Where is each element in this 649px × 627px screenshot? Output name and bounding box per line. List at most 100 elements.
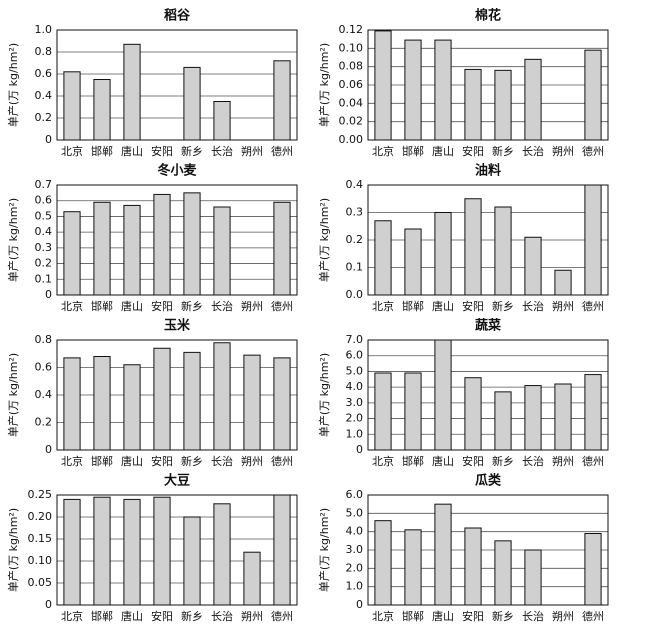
- x-tick-label: 北京: [372, 144, 394, 158]
- x-tick-label: 新乡: [181, 454, 203, 468]
- y-tick-label: 0.05: [28, 576, 53, 589]
- y-tick-label: 0.2: [35, 111, 53, 124]
- y-tick-label: 4.0: [346, 525, 364, 538]
- x-tick-label: 邯郸: [402, 299, 424, 313]
- bar: [123, 498, 141, 606]
- x-tick-label: 安阳: [462, 609, 484, 623]
- y-axis-label: 单产(万 kg/hm²): [6, 508, 20, 592]
- y-tick-label: 0: [45, 133, 52, 146]
- y-tick-label: 0.4: [35, 388, 53, 401]
- bar: [153, 496, 171, 606]
- x-tick-label: 长治: [211, 299, 233, 313]
- bar: [464, 377, 482, 451]
- x-tick-label: 新乡: [492, 609, 514, 623]
- y-tick-label: 0.20: [28, 510, 53, 523]
- bar: [464, 527, 482, 606]
- bar: [554, 269, 572, 296]
- bar: [494, 69, 512, 141]
- x-tick-label: 安阳: [151, 609, 173, 623]
- bar: [584, 184, 602, 296]
- x-tick-label: 北京: [61, 299, 83, 313]
- bar: [404, 39, 422, 141]
- x-tick-label: 德州: [271, 144, 293, 158]
- bar: [93, 79, 111, 141]
- y-tick-label: 5.0: [346, 364, 364, 377]
- y-axis-label: 单产(万 kg/hm²): [317, 43, 331, 127]
- bar: [584, 374, 602, 451]
- x-tick-label: 北京: [61, 609, 83, 623]
- bar: [273, 201, 291, 296]
- y-tick-label: 2.0: [346, 561, 364, 574]
- bar: [494, 391, 512, 451]
- bar: [123, 43, 141, 141]
- x-tick-label: 长治: [522, 144, 544, 158]
- y-tick-label: 0.06: [339, 78, 364, 91]
- y-tick-label: 0.6: [35, 361, 53, 374]
- bar: [524, 385, 542, 451]
- y-tick-label: 0.1: [35, 272, 53, 285]
- bar: [153, 193, 171, 296]
- plot-frame: [56, 29, 298, 141]
- x-tick-label: 新乡: [492, 454, 514, 468]
- bar: [243, 551, 261, 606]
- y-tick-label: 0.2: [346, 233, 364, 246]
- y-tick-label: 0.2: [35, 416, 53, 429]
- y-tick-label: 0.7: [35, 178, 53, 191]
- y-tick-label: 0.08: [339, 60, 364, 73]
- x-tick-label: 德州: [582, 609, 604, 623]
- bar: [464, 198, 482, 296]
- y-tick-label: 0: [45, 288, 52, 301]
- y-tick-label: 0.4: [346, 178, 364, 191]
- bar: [434, 503, 452, 606]
- x-tick-label: 安阳: [151, 299, 173, 313]
- bar: [123, 364, 141, 451]
- bar: [434, 339, 452, 451]
- plot-frame: [56, 494, 298, 606]
- x-tick-label: 邯郸: [91, 144, 113, 158]
- x-tick-label: 唐山: [121, 609, 143, 623]
- y-tick-label: 0: [45, 598, 52, 611]
- y-tick-label: 1.0: [35, 23, 53, 36]
- x-tick-label: 北京: [372, 299, 394, 313]
- x-tick-label: 邯郸: [91, 299, 113, 313]
- x-tick-label: 朔州: [552, 145, 574, 158]
- bar: [273, 357, 291, 451]
- bar: [584, 533, 602, 606]
- y-tick-label: 4.0: [346, 380, 364, 393]
- x-tick-label: 德州: [271, 454, 293, 468]
- x-tick-label: 北京: [372, 454, 394, 468]
- y-axis-label: 单产(万 kg/hm²): [317, 353, 331, 437]
- x-tick-label: 朔州: [241, 300, 263, 313]
- y-tick-label: 1.0: [346, 427, 364, 440]
- x-tick-label: 邯郸: [91, 454, 113, 468]
- plot-frame: [367, 494, 609, 606]
- x-tick-label: 新乡: [181, 299, 203, 313]
- x-tick-label: 唐山: [121, 299, 143, 313]
- bar: [63, 357, 81, 451]
- x-tick-label: 德州: [271, 299, 293, 313]
- x-tick-label: 朔州: [552, 610, 574, 623]
- bar: [404, 529, 422, 606]
- x-tick-label: 安阳: [151, 454, 173, 468]
- chart-title: 油料: [475, 163, 501, 179]
- bar: [183, 192, 201, 296]
- x-tick-label: 安阳: [151, 144, 173, 158]
- x-tick-label: 邯郸: [402, 454, 424, 468]
- x-tick-label: 长治: [211, 609, 233, 623]
- y-tick-label: 0.6: [35, 67, 53, 80]
- bar: [213, 206, 231, 296]
- y-tick-label: 0.10: [339, 41, 364, 54]
- bar: [213, 342, 231, 451]
- x-tick-label: 北京: [61, 454, 83, 468]
- x-tick-label: 唐山: [121, 454, 143, 468]
- bar: [434, 39, 452, 141]
- x-tick-label: 安阳: [462, 144, 484, 158]
- x-tick-label: 德州: [582, 454, 604, 468]
- bar: [273, 60, 291, 141]
- x-tick-label: 朔州: [552, 300, 574, 313]
- y-tick-label: 0.12: [339, 23, 364, 36]
- y-tick-label: 0.8: [35, 45, 53, 58]
- y-tick-label: 0.3: [35, 241, 53, 254]
- y-axis-label: 单产(万 kg/hm²): [6, 353, 20, 437]
